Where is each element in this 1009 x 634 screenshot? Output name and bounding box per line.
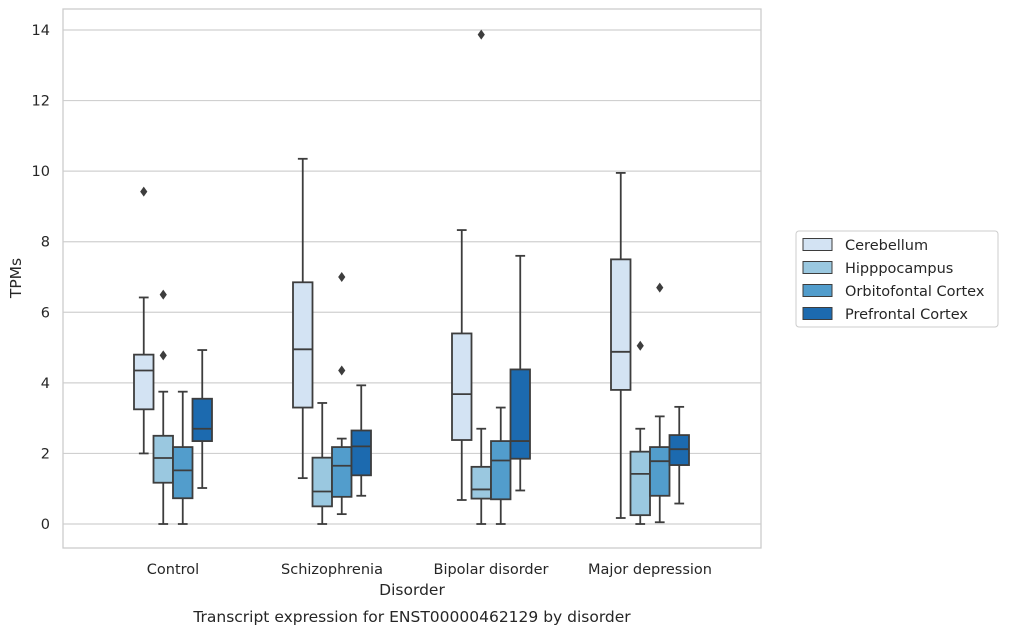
outlier-point-1: [338, 365, 346, 376]
legend-label-0: Cerebellum: [845, 238, 928, 254]
outlier-point-0: [656, 282, 664, 293]
box-1-0: [292, 157, 314, 480]
legend-swatch-1: [802, 261, 833, 274]
box-2-0: [451, 229, 473, 501]
y-tick-label-3: 6: [41, 305, 50, 321]
box-2-3: [509, 254, 531, 492]
legend-label-3: Prefrontal Cortex: [845, 307, 968, 323]
box-1-2: [331, 272, 353, 516]
outlier-point-0: [338, 272, 346, 282]
box-iqr: [490, 440, 512, 501]
x-axis-ticks: Control Schizophrenia Bipolar disorder Majo…: [147, 562, 712, 578]
legend-label-2: Orbitofontal Cortex: [845, 284, 985, 300]
legend-swatch-0: [802, 238, 833, 251]
box-iqr: [331, 446, 353, 498]
y-tick-label-2: 4: [41, 376, 50, 392]
box-iqr: [649, 446, 671, 497]
y-axis-ticks: 0 2 4 6 8 10 12 14: [32, 23, 50, 533]
x-tick-label-0: Control: [147, 562, 199, 578]
outlier-point-0: [140, 186, 148, 197]
box-3-3: [668, 405, 690, 505]
chart-caption: Transcript expression for ENST0000046212…: [192, 608, 631, 626]
box-1-1: [311, 402, 333, 525]
box-iqr: [152, 434, 174, 484]
outlier-point-0: [159, 289, 167, 300]
box-0-3: [191, 349, 213, 489]
box-iqr: [191, 397, 213, 442]
legend-label-1: Hipppocampus: [845, 261, 953, 277]
x-tick-label-3: Major depression: [588, 562, 712, 578]
box-2-2: [490, 406, 512, 525]
box-iqr: [629, 450, 651, 517]
y-tick-label-6: 12: [32, 94, 50, 110]
box-iqr: [470, 465, 492, 500]
box-iqr: [311, 456, 333, 508]
plot-frame: [62, 8, 762, 549]
box-iqr: [610, 258, 632, 391]
box-iqr: [451, 332, 473, 441]
x-tick-label-2: Bipolar disorder: [434, 562, 549, 578]
box-2-1: [470, 29, 492, 525]
y-axis-title: TPMs: [7, 258, 25, 299]
legend: Cerebellum Hipppocampus Orbitofontal Corte…: [795, 230, 999, 328]
box-groups: [133, 29, 690, 525]
legend-swatch-3: [802, 307, 833, 320]
y-tick-label-5: 10: [32, 164, 50, 180]
legend-frame: [795, 230, 999, 328]
y-tick-label-7: 14: [32, 23, 50, 39]
y-tick-label-0: 0: [41, 517, 50, 533]
box-3-0: [610, 172, 632, 519]
box-3-2: [649, 282, 671, 524]
x-axis-title: Disorder: [379, 581, 445, 599]
box-0-2: [172, 390, 194, 525]
outlier-point-1: [159, 350, 167, 361]
x-tick-label-1: Schizophrenia: [281, 562, 383, 578]
box-0-0: [133, 186, 155, 455]
box-iqr: [172, 446, 194, 500]
box-iqr: [350, 429, 372, 477]
box-0-1: [152, 289, 174, 525]
y-tick-label-1: 2: [41, 446, 50, 462]
box-iqr: [292, 281, 314, 409]
y-tick-label-4: 8: [41, 235, 50, 251]
outlier-point-0: [477, 29, 485, 40]
box-iqr: [509, 368, 531, 460]
box-iqr: [133, 353, 155, 411]
box-3-1: [629, 340, 651, 525]
legend-swatch-2: [802, 284, 833, 297]
box-1-3: [350, 384, 372, 497]
outlier-point-0: [636, 340, 644, 351]
